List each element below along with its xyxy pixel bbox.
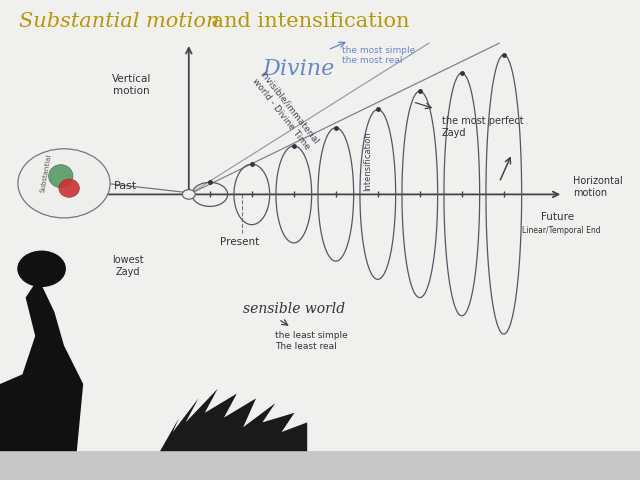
Text: lowest
Zayd: lowest Zayd (112, 255, 144, 277)
Text: sensible world: sensible world (243, 302, 346, 316)
Text: Future: Future (541, 212, 574, 222)
Text: Substantial: Substantial (40, 154, 52, 193)
Ellipse shape (49, 165, 73, 188)
Text: Linear/Temporal End: Linear/Temporal End (522, 226, 600, 235)
Text: Divine: Divine (262, 58, 335, 80)
Circle shape (18, 149, 110, 218)
Polygon shape (0, 278, 83, 451)
Text: and intensification: and intensification (205, 12, 410, 31)
Text: Past: Past (115, 181, 138, 191)
Text: Vertical
motion: Vertical motion (111, 74, 151, 96)
Text: the most perfect
Zayd: the most perfect Zayd (442, 116, 524, 138)
Text: the least simple
The least real: the least simple The least real (275, 331, 348, 350)
Text: Intensification: Intensification (364, 131, 372, 191)
Circle shape (182, 190, 195, 199)
Text: Horizontal
motion: Horizontal motion (573, 176, 623, 198)
Text: Present: Present (220, 237, 260, 247)
FancyBboxPatch shape (0, 0, 640, 451)
Polygon shape (160, 389, 307, 451)
Text: Substantial motion: Substantial motion (19, 12, 220, 31)
Ellipse shape (59, 179, 79, 197)
Circle shape (17, 251, 66, 287)
Text: invisible/immaterial
world - Divine Time: invisible/immaterial world - Divine Time (250, 69, 320, 152)
Text: the most simple
the most real: the most simple the most real (342, 46, 415, 65)
